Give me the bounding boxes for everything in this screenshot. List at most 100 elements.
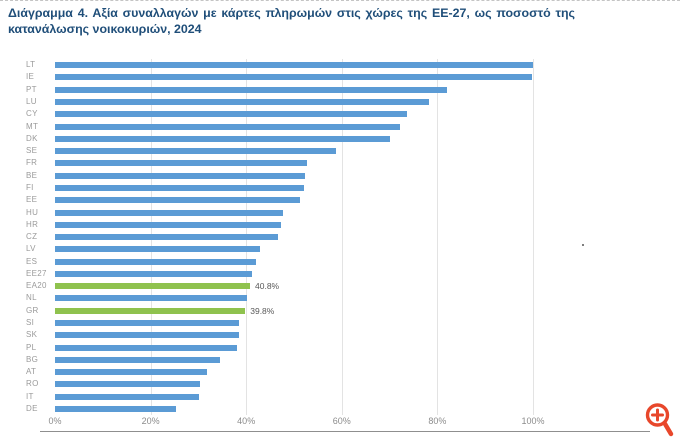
- chart-row: EA20 40.8%: [0, 280, 680, 292]
- category-label: DK: [26, 133, 38, 143]
- bar-sk: [55, 332, 239, 339]
- category-label: RO: [26, 379, 39, 389]
- category-label: DE: [26, 404, 38, 414]
- chart-row: PT: [0, 84, 680, 96]
- gridline: [533, 59, 534, 415]
- bar-cz: [55, 234, 279, 241]
- category-label: BG: [26, 354, 39, 364]
- chart-row: EE27: [0, 268, 680, 280]
- chart-row: CY: [0, 108, 680, 120]
- bar-track: [55, 329, 680, 341]
- zoom-in-icon[interactable]: [642, 401, 676, 439]
- gridline: [341, 59, 343, 415]
- bar-be: [55, 172, 306, 179]
- bar-fr: [55, 160, 308, 167]
- bar-track: [55, 243, 680, 255]
- category-label: HR: [26, 219, 39, 229]
- bar-chart: LT IE PT LU CY MT DK SE FR BE FI EE HU HR CZ LV ES EE27 EA…: [0, 53, 680, 441]
- chart-row: HR: [0, 219, 680, 231]
- x-axis: 0% 20% 40% 60% 80% 100%: [0, 415, 680, 429]
- chart-row: NL: [0, 292, 680, 304]
- category-label: SI: [26, 318, 35, 328]
- chart-row: PL: [0, 341, 680, 353]
- chart-row: GR 39.8%: [0, 305, 680, 317]
- stray-dot: [582, 244, 584, 246]
- bar-track: [55, 84, 680, 96]
- data-label-gr: 39.8%: [250, 305, 275, 316]
- chart-row: LT: [0, 59, 680, 71]
- category-label: LT: [26, 60, 36, 70]
- category-label: IT: [26, 391, 34, 401]
- bar-nl: [55, 295, 247, 302]
- x-axis-tick-label: 20%: [141, 416, 160, 426]
- bar-ro: [55, 381, 200, 388]
- bar-si: [55, 320, 240, 327]
- category-label: GR: [26, 305, 39, 315]
- category-label: SK: [26, 330, 38, 340]
- chart-row: CZ: [0, 231, 680, 243]
- chart-row: AT: [0, 366, 680, 378]
- chart-row: FR: [0, 157, 680, 169]
- bar-track: [55, 206, 680, 218]
- bar-ie: [55, 74, 533, 81]
- bar-it: [55, 393, 200, 400]
- chart-row: LV: [0, 243, 680, 255]
- category-label: CY: [26, 109, 38, 119]
- category-label: SE: [26, 146, 38, 156]
- bar-gr: [55, 307, 246, 314]
- bar-track: [55, 366, 680, 378]
- bar-track: [55, 231, 680, 243]
- bar-lt: [55, 62, 533, 69]
- chart-row: IE: [0, 71, 680, 83]
- chart-row: MT: [0, 120, 680, 132]
- bar-track: 40.8%: [55, 280, 680, 292]
- bar-track: [55, 145, 680, 157]
- bar-pt: [55, 86, 447, 93]
- chart-title-line2: κατανάλωσης νοικοκυριών, 2024: [8, 22, 202, 36]
- bar-at: [55, 369, 207, 376]
- bar-ee: [55, 197, 300, 204]
- bar-track: [55, 120, 680, 132]
- bar-ee27: [55, 270, 253, 277]
- category-label: CZ: [26, 232, 38, 242]
- category-label: PT: [26, 84, 37, 94]
- x-axis-tick-label: 100%: [521, 416, 545, 426]
- chart-row: LU: [0, 96, 680, 108]
- bar-mt: [55, 123, 400, 130]
- bar-es: [55, 258, 256, 265]
- category-label: FI: [26, 182, 34, 192]
- bar-lu: [55, 98, 430, 105]
- chart-row: EE: [0, 194, 680, 206]
- chart-row: HU: [0, 206, 680, 218]
- category-label: NL: [26, 293, 37, 303]
- chart-rows: LT IE PT LU CY MT DK SE FR BE FI EE HU HR CZ LV ES EE27 EA…: [0, 59, 680, 415]
- category-label: IE: [26, 72, 35, 82]
- bar-cy: [55, 111, 407, 118]
- chart-row: SK: [0, 329, 680, 341]
- category-label: LU: [26, 96, 37, 106]
- chart-row: IT: [0, 391, 680, 403]
- bar-track: [55, 133, 680, 145]
- chart-bottom-border: [40, 431, 650, 432]
- x-axis-tick-label: 40%: [237, 416, 256, 426]
- chart-row: SI: [0, 317, 680, 329]
- bar-track: [55, 403, 680, 415]
- bar-pl: [55, 344, 238, 351]
- data-label-ea20: 40.8%: [255, 280, 280, 291]
- bar-fi: [55, 184, 305, 191]
- bar-track: [55, 292, 680, 304]
- bar-bg: [55, 356, 220, 363]
- bar-track: [55, 378, 680, 390]
- category-label: HU: [26, 207, 39, 217]
- chart-row: FI: [0, 182, 680, 194]
- category-label: AT: [26, 367, 37, 377]
- bar-track: [55, 256, 680, 268]
- chart-title-line1: Διάγραμμα 4. Αξία συναλλαγών με κάρτες π…: [8, 6, 575, 20]
- bar-track: [55, 182, 680, 194]
- bar-track: [55, 157, 680, 169]
- bar-track: [55, 354, 680, 366]
- chart-row: DK: [0, 133, 680, 145]
- chart-row: RO: [0, 378, 680, 390]
- bar-hu: [55, 209, 283, 216]
